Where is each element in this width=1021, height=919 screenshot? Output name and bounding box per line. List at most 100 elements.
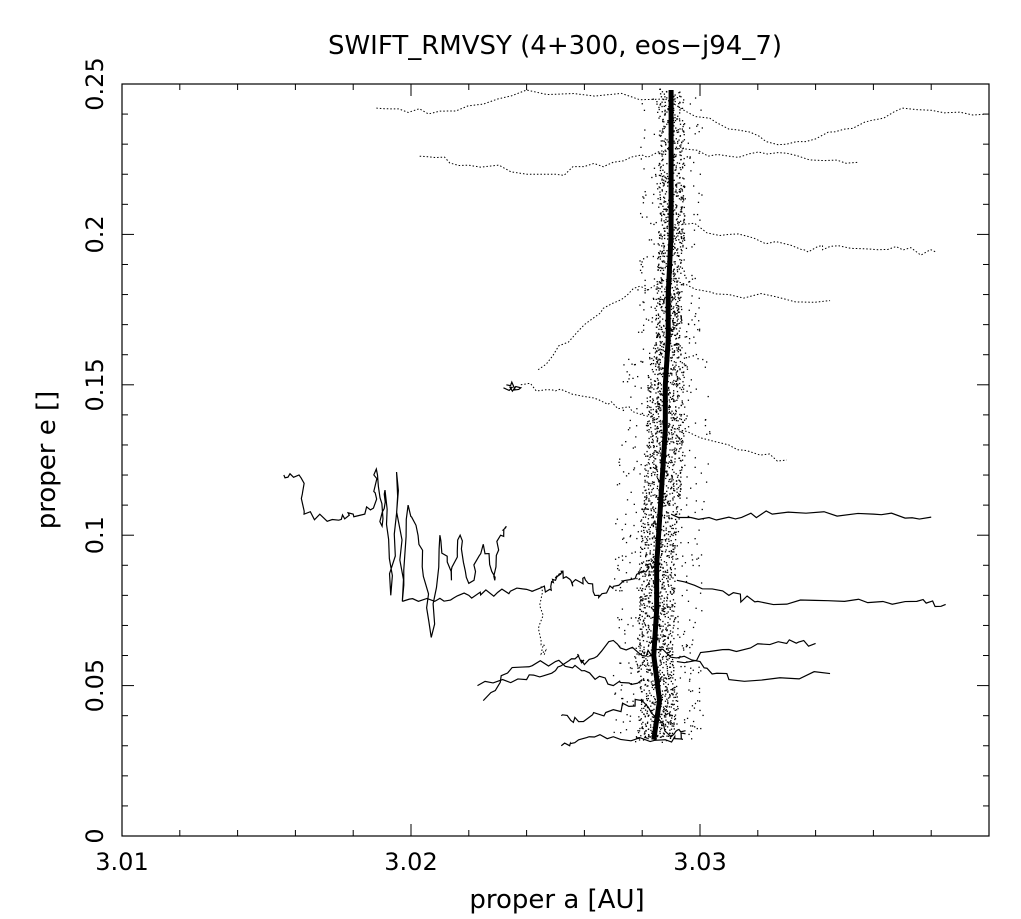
- data-point: [671, 647, 673, 649]
- data-point: [640, 158, 643, 160]
- data-point: [660, 235, 662, 237]
- data-point: [652, 571, 654, 573]
- data-point: [652, 399, 655, 402]
- data-point: [664, 492, 666, 495]
- data-point: [672, 298, 674, 301]
- data-point: [655, 309, 657, 312]
- data-point: [678, 190, 680, 193]
- data-point: [657, 269, 659, 271]
- data-point: [679, 191, 681, 193]
- data-point: [659, 562, 661, 565]
- data-point: [663, 535, 666, 537]
- data-point: [668, 504, 670, 506]
- data-point: [669, 443, 671, 445]
- data-point: [663, 514, 666, 517]
- data-point: [646, 579, 648, 581]
- data-point: [636, 653, 638, 655]
- data-point: [688, 733, 690, 736]
- data-point: [673, 419, 675, 421]
- data-point: [676, 287, 678, 290]
- data-point: [667, 637, 669, 640]
- data-point: [669, 568, 672, 570]
- data-point: [674, 227, 677, 229]
- data-point: [647, 424, 649, 427]
- data-point: [653, 703, 655, 705]
- data-point: [643, 622, 645, 624]
- data-point: [677, 634, 679, 636]
- data-point: [651, 607, 653, 610]
- data-point: [656, 427, 658, 429]
- data-point: [661, 155, 663, 157]
- data-point: [663, 179, 665, 181]
- data-point: [671, 604, 673, 606]
- data-point: [668, 666, 671, 668]
- data-point: [648, 664, 650, 667]
- data-point: [642, 348, 645, 350]
- data-point: [670, 368, 672, 370]
- data-point: [646, 539, 649, 541]
- data-point: [679, 636, 681, 638]
- data-point: [663, 121, 665, 123]
- data-point: [676, 118, 678, 120]
- data-point: [650, 637, 652, 640]
- data-point: [664, 635, 667, 638]
- data-point: [655, 288, 657, 290]
- data-point: [651, 517, 653, 519]
- data-point: [663, 350, 666, 353]
- data-point: [687, 426, 690, 428]
- data-point: [655, 467, 657, 469]
- data-point: [664, 221, 666, 224]
- data-point: [664, 306, 667, 309]
- data-point: [656, 470, 659, 473]
- data-point: [675, 227, 677, 229]
- data-point: [673, 268, 675, 270]
- data-point: [663, 245, 665, 247]
- data-point: [675, 449, 677, 452]
- data-point: [650, 412, 652, 414]
- data-point: [646, 450, 648, 453]
- data-point: [650, 672, 652, 674]
- data-point: [645, 489, 647, 491]
- data-point: [654, 474, 656, 476]
- data-point: [665, 540, 667, 542]
- data-point: [652, 297, 655, 300]
- data-point: [662, 571, 664, 573]
- data-point: [643, 137, 646, 139]
- data-point: [662, 610, 664, 612]
- data-point: [675, 372, 677, 374]
- data-point: [680, 415, 682, 417]
- data-point: [649, 724, 652, 726]
- data-point: [680, 261, 682, 264]
- data-point: [666, 209, 669, 211]
- data-point: [660, 298, 662, 301]
- data-point: [656, 398, 658, 400]
- data-point: [682, 201, 684, 203]
- data-point: [662, 706, 665, 708]
- data-point: [675, 417, 677, 420]
- data-point: [652, 680, 654, 682]
- data-point: [660, 277, 662, 279]
- data-point: [659, 163, 661, 165]
- data-point: [682, 238, 685, 240]
- data-point: [649, 636, 652, 638]
- data-point: [674, 114, 676, 116]
- data-point: [652, 440, 654, 442]
- data-point: [674, 252, 676, 254]
- data-point: [663, 662, 665, 664]
- data-point: [650, 514, 652, 516]
- data-point: [656, 336, 658, 338]
- data-point: [670, 367, 672, 370]
- data-point: [665, 527, 667, 529]
- data-point: [668, 657, 670, 660]
- data-point: [676, 162, 679, 164]
- data-point: [620, 662, 622, 664]
- data-point: [678, 188, 681, 191]
- data-point: [663, 298, 666, 300]
- data-point: [698, 529, 700, 531]
- data-point: [639, 628, 642, 630]
- data-point: [638, 667, 640, 669]
- data-point: [700, 582, 703, 584]
- data-point: [648, 628, 651, 631]
- data-point: [662, 640, 664, 642]
